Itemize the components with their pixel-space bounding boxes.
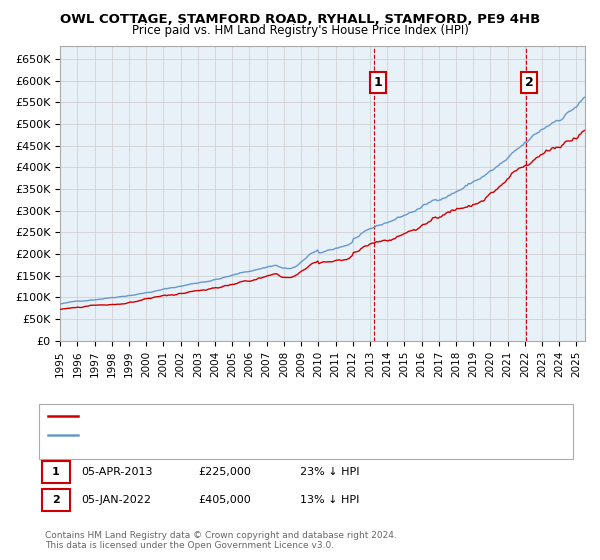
Text: OWL COTTAGE, STAMFORD ROAD, RYHALL, STAMFORD, PE9 4HB (detached house): OWL COTTAGE, STAMFORD ROAD, RYHALL, STAM… bbox=[84, 411, 488, 421]
Text: OWL COTTAGE, STAMFORD ROAD, RYHALL, STAMFORD, PE9 4HB: OWL COTTAGE, STAMFORD ROAD, RYHALL, STAM… bbox=[60, 13, 540, 26]
Text: 05-JAN-2022: 05-JAN-2022 bbox=[81, 495, 151, 505]
Text: 2: 2 bbox=[525, 76, 533, 89]
Text: 1: 1 bbox=[52, 467, 59, 477]
Text: Price paid vs. HM Land Registry's House Price Index (HPI): Price paid vs. HM Land Registry's House … bbox=[131, 24, 469, 37]
Text: Contains HM Land Registry data © Crown copyright and database right 2024.
This d: Contains HM Land Registry data © Crown c… bbox=[45, 530, 397, 550]
Text: HPI: Average price, detached house, Rutland: HPI: Average price, detached house, Rutl… bbox=[84, 430, 302, 440]
Text: 05-APR-2013: 05-APR-2013 bbox=[81, 467, 152, 477]
Text: 23% ↓ HPI: 23% ↓ HPI bbox=[300, 467, 359, 477]
Text: 2: 2 bbox=[52, 495, 59, 505]
Text: 13% ↓ HPI: 13% ↓ HPI bbox=[300, 495, 359, 505]
Text: £225,000: £225,000 bbox=[198, 467, 251, 477]
Text: 1: 1 bbox=[373, 76, 382, 89]
Text: £405,000: £405,000 bbox=[198, 495, 251, 505]
